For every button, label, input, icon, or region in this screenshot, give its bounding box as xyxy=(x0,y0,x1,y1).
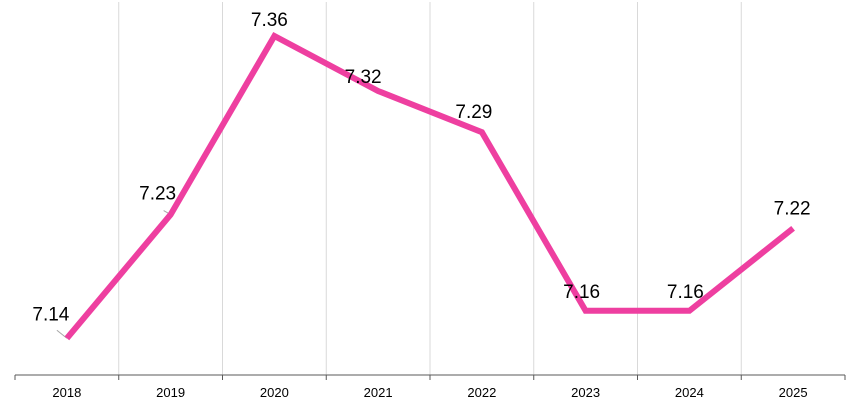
x-tick-label: 2024 xyxy=(675,385,704,400)
data-labels: 7.14 7.23 7.36 7.32 7.29 7.16 7.16 7.22 xyxy=(32,10,810,325)
x-tick-label: 2025 xyxy=(779,385,808,400)
data-label: 7.29 xyxy=(455,102,492,123)
data-label: 7.36 xyxy=(251,10,288,31)
x-tick-label: 2020 xyxy=(260,385,289,400)
data-label: 7.14 xyxy=(32,304,69,325)
x-tick-label: 2018 xyxy=(52,385,81,400)
data-label: 7.23 xyxy=(139,184,176,205)
x-tick-label: 2019 xyxy=(156,385,185,400)
gridlines xyxy=(118,2,742,375)
x-axis-ticks xyxy=(14,375,846,380)
label-leader-lines xyxy=(56,210,171,339)
x-tick-labels: 2018 2019 2020 2021 2022 2023 2024 2025 xyxy=(52,385,807,400)
x-tick-label: 2022 xyxy=(467,385,496,400)
data-label: 7.22 xyxy=(774,198,811,219)
data-label: 7.32 xyxy=(345,67,382,88)
data-label: 7.16 xyxy=(563,282,600,303)
x-tick-label: 2023 xyxy=(571,385,600,400)
series-line xyxy=(64,31,795,341)
data-label: 7.16 xyxy=(667,282,704,303)
label-leader-line xyxy=(56,329,68,339)
x-tick-label: 2021 xyxy=(364,385,393,400)
